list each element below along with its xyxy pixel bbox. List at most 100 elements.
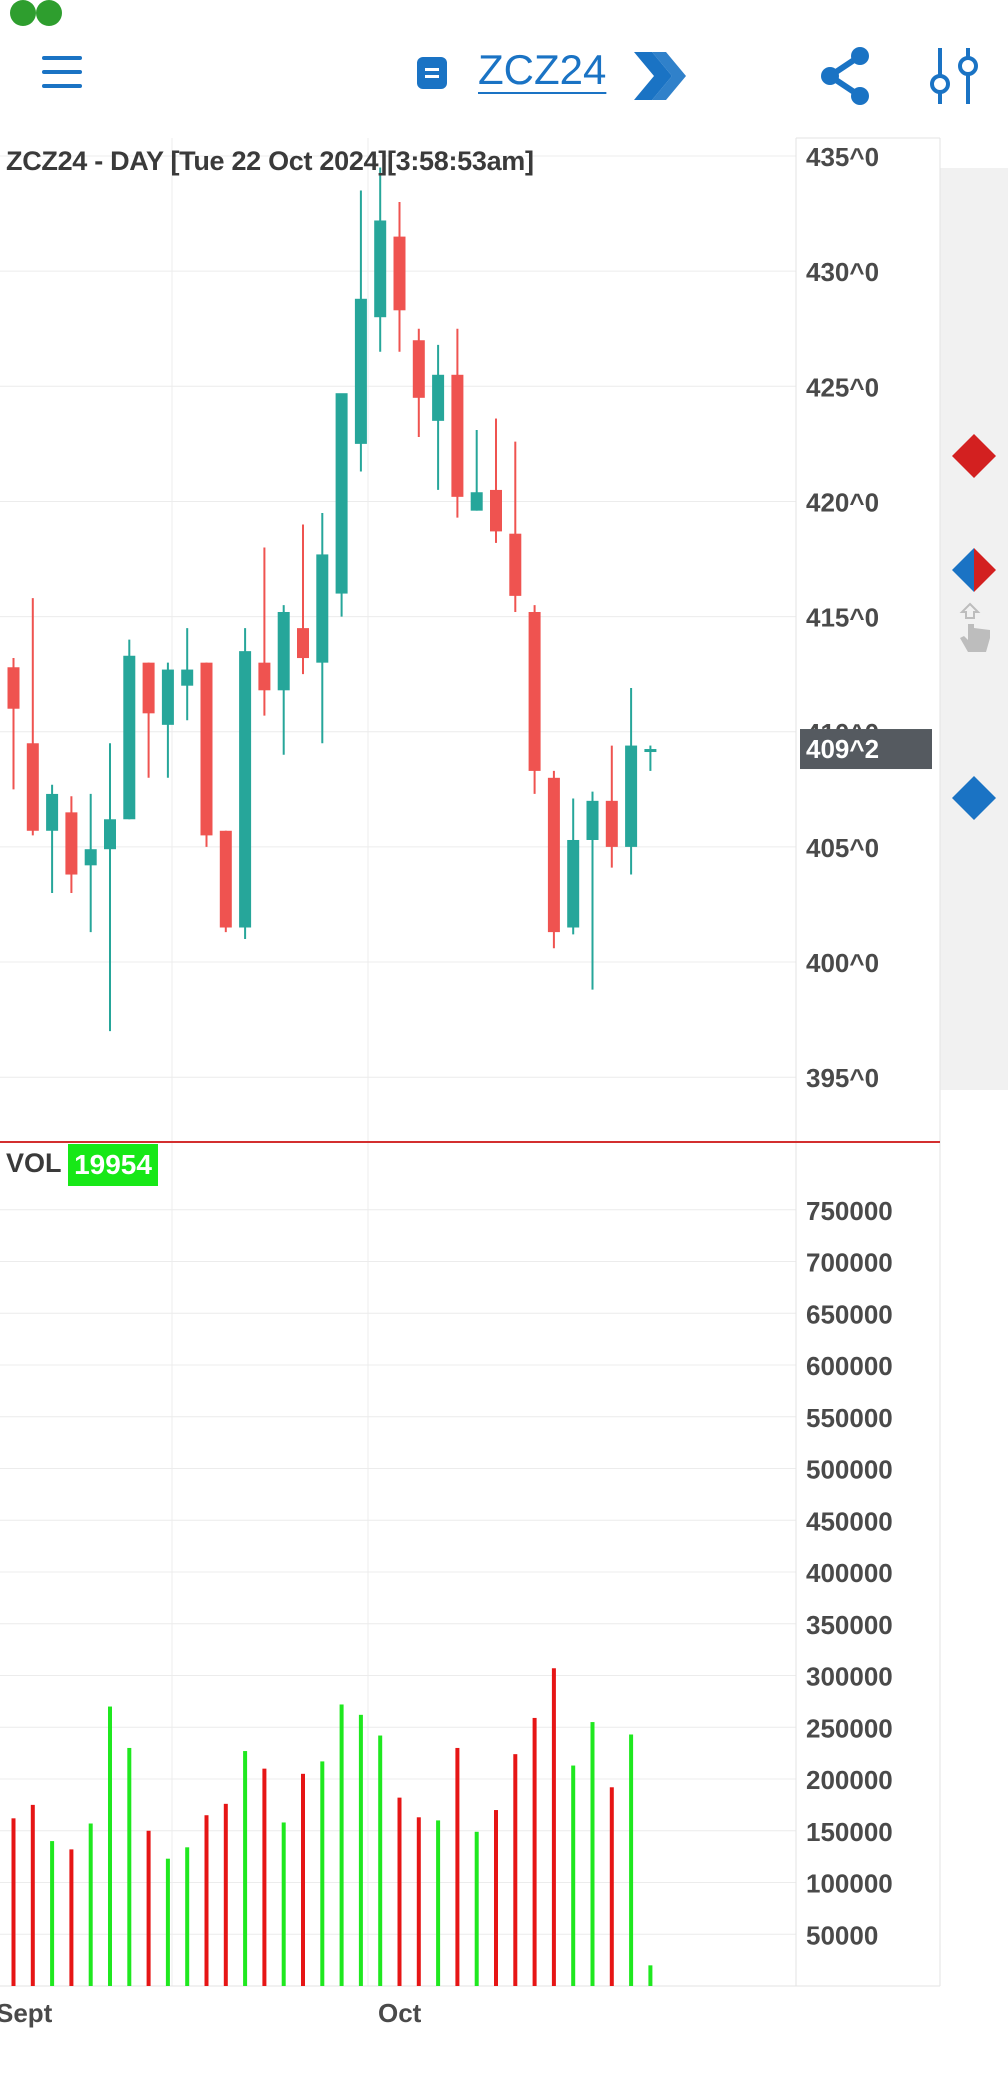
candle-body — [335, 393, 348, 594]
candle-body — [181, 669, 194, 686]
volume-bar — [69, 1849, 74, 1986]
candle-body — [84, 849, 97, 866]
volume-tick-label: 100000 — [806, 1869, 893, 1899]
volume-bar — [108, 1706, 112, 1986]
time-tick-label: Oct — [378, 1998, 422, 2028]
volume-tick-label: 750000 — [806, 1196, 893, 1226]
candle-body — [451, 374, 464, 497]
candle-body — [239, 651, 252, 928]
volume-bar — [513, 1754, 518, 1986]
candle-body — [258, 662, 271, 691]
time-tick-label: Sept — [0, 1998, 53, 2028]
volume-tick-label: 250000 — [806, 1713, 893, 1743]
volume-bar — [262, 1768, 267, 1986]
volume-tick-label: 300000 — [806, 1662, 893, 1692]
volume-bar — [378, 1735, 383, 1986]
blue-diamond-icon[interactable] — [950, 774, 998, 822]
volume-bar — [436, 1820, 441, 1986]
volume-bar — [590, 1722, 595, 1986]
candle-body — [528, 611, 541, 771]
price-tick-label: 405^0 — [806, 833, 879, 863]
symbol-selector[interactable]: ZCZ24 — [478, 46, 607, 93]
double-chevron-right-icon[interactable] — [630, 48, 690, 104]
volume-tick-label: 450000 — [806, 1506, 893, 1536]
candle-body — [7, 667, 20, 709]
volume-tick-label: 600000 — [806, 1351, 893, 1381]
candle-body — [547, 777, 560, 933]
hand-pointer-icon[interactable] — [952, 600, 996, 656]
volume-bar — [358, 1714, 363, 1986]
candle-body — [374, 220, 387, 318]
volume-bar — [30, 1804, 35, 1986]
candle-body — [567, 839, 580, 928]
volume-bar — [301, 1773, 305, 1986]
candle-body — [142, 662, 155, 714]
candle-body — [316, 554, 329, 663]
last-price-label: 409^2 — [806, 734, 879, 764]
chart-title: ZCZ24 - DAY [Tue 22 Oct 2024][3:58:53am] — [6, 146, 534, 176]
status-dot — [36, 0, 62, 26]
volume-label: VOL — [6, 1148, 62, 1178]
volume-tick-label: 700000 — [806, 1248, 893, 1278]
red-diamond-icon[interactable] — [950, 432, 998, 480]
price-tick-label: 420^0 — [806, 487, 879, 517]
volume-bar — [609, 1787, 614, 1986]
volume-tick-label: 50000 — [806, 1920, 878, 1950]
volume-tick-label: 550000 — [806, 1403, 893, 1433]
last-price-tag — [800, 729, 932, 770]
price-tick-label: 415^0 — [806, 603, 879, 633]
volume-tick-label: 150000 — [806, 1817, 893, 1847]
candle-body — [104, 819, 116, 850]
volume-bar — [204, 1815, 209, 1986]
volume-bar — [11, 1818, 16, 1986]
volume-tick-label: 400000 — [806, 1558, 893, 1588]
candle-body — [219, 830, 232, 928]
candle-body — [46, 793, 59, 831]
list-icon[interactable] — [416, 56, 448, 90]
candle-body — [644, 749, 657, 753]
volume-bar — [494, 1810, 498, 1986]
candle-body — [393, 236, 406, 311]
volume-bar — [629, 1734, 634, 1986]
candle-body — [297, 628, 309, 659]
price-tick-label: 435^0 — [806, 142, 879, 172]
candle-body — [470, 492, 483, 511]
candle-body — [200, 662, 213, 836]
price-tick-label: 400^0 — [806, 948, 879, 978]
volume-tick-label: 650000 — [806, 1299, 893, 1329]
volume-bar — [320, 1761, 325, 1986]
volume-bar — [88, 1823, 93, 1986]
share-icon[interactable] — [818, 46, 874, 106]
volume-bar — [474, 1831, 479, 1986]
top-toolbar: ZCZ24 — [0, 26, 1008, 122]
candle-body — [605, 800, 618, 847]
candle-body — [432, 374, 445, 421]
candle-body — [586, 800, 599, 840]
sliders-icon[interactable] — [924, 44, 984, 108]
candle-body — [161, 669, 174, 725]
volume-bar — [455, 1747, 460, 1986]
price-tick-label: 425^0 — [806, 372, 879, 402]
volume-bar — [648, 1965, 653, 1986]
volume-bar — [165, 1858, 170, 1986]
volume-bar — [50, 1841, 55, 1986]
candle-body — [490, 489, 502, 532]
volume-bar — [339, 1704, 344, 1986]
split-diamond-icon[interactable] — [950, 546, 998, 594]
volume-tick-label: 500000 — [806, 1455, 893, 1485]
hamburger-menu-icon[interactable] — [40, 52, 86, 92]
volume-bar — [416, 1817, 421, 1986]
candle-body — [123, 655, 136, 820]
volume-bar — [532, 1717, 537, 1986]
volume-bar — [185, 1847, 190, 1986]
candle-body — [509, 533, 522, 596]
volume-bar — [146, 1830, 151, 1986]
candle-body — [26, 743, 39, 831]
price-tick-label: 395^0 — [806, 1063, 879, 1093]
candle-body — [625, 745, 638, 847]
volume-tick-label: 350000 — [806, 1610, 893, 1640]
volume-bar — [243, 1751, 248, 1986]
volume-bar — [571, 1765, 576, 1986]
volume-bar — [551, 1668, 556, 1986]
